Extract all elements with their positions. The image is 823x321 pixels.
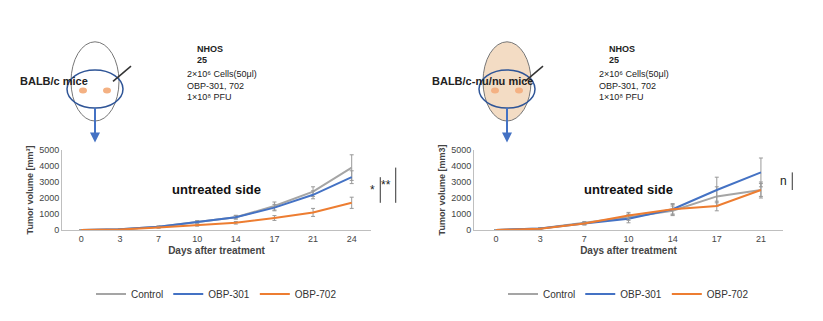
svg-text:3: 3 [117,234,122,244]
svg-text:1000: 1000 [39,209,59,219]
svg-text:25: 25 [197,55,207,65]
svg-text:*: * [370,183,375,197]
svg-text:5000: 5000 [451,145,471,155]
svg-text:0: 0 [466,225,471,235]
svg-text:14: 14 [231,234,241,244]
svg-text:2×10⁶ Cells(50μl): 2×10⁶ Cells(50μl) [187,69,257,79]
svg-text:24: 24 [347,234,357,244]
svg-text:2000: 2000 [39,193,59,203]
svg-text:17: 17 [712,234,722,244]
svg-text:OBP-702: OBP-702 [295,289,337,300]
svg-text:NHOS: NHOS [609,44,635,54]
svg-text:untreated side: untreated side [584,182,673,197]
svg-text:17: 17 [269,234,279,244]
svg-text:21: 21 [308,234,318,244]
svg-text:7: 7 [156,234,161,244]
svg-text:untreated side: untreated side [172,182,261,197]
svg-text:2×10⁶ Cells(50μl): 2×10⁶ Cells(50μl) [599,69,669,79]
svg-text:7: 7 [582,234,587,244]
svg-text:BALB/c-nu/nu mice: BALB/c-nu/nu mice [432,75,533,87]
svg-text:4000: 4000 [39,161,59,171]
svg-text:21: 21 [756,234,766,244]
svg-text:BALB/c mice: BALB/c mice [20,75,88,87]
svg-text:1000: 1000 [451,209,471,219]
svg-text:0: 0 [79,234,84,244]
svg-text:3000: 3000 [451,177,471,187]
svg-text:OBP-301, 702: OBP-301, 702 [187,81,244,91]
svg-text:3000: 3000 [39,177,59,187]
svg-text:OBP-301, 702: OBP-301, 702 [599,81,656,91]
svg-text:Tumor volume [mm3]: Tumor volume [mm3] [437,145,447,236]
svg-text:0: 0 [494,234,499,244]
svg-text:10: 10 [192,234,202,244]
svg-text:1×10⁸ PFU: 1×10⁸ PFU [187,92,232,102]
svg-text:Control: Control [131,289,163,300]
svg-text:Days after treatment: Days after treatment [168,245,265,256]
svg-text:OBP-301: OBP-301 [208,289,250,300]
svg-text:4000: 4000 [451,161,471,171]
svg-text:OBP-702: OBP-702 [707,289,749,300]
svg-text:NHOS: NHOS [197,44,223,54]
svg-text:Control: Control [543,289,575,300]
svg-text:25: 25 [609,55,619,65]
svg-text:n: n [780,174,787,188]
svg-text:14: 14 [668,234,678,244]
svg-text:1×10⁸ PFU: 1×10⁸ PFU [599,92,644,102]
svg-text:10: 10 [623,234,633,244]
svg-text:**: ** [381,178,391,192]
svg-text:0: 0 [54,225,59,235]
svg-text:OBP-301: OBP-301 [620,289,662,300]
svg-text:2000: 2000 [451,193,471,203]
svg-text:Days after treatment: Days after treatment [580,245,677,256]
svg-text:Tumor volume [mm³]: Tumor volume [mm³] [25,146,35,235]
svg-text:5000: 5000 [39,145,59,155]
svg-text:3: 3 [538,234,543,244]
